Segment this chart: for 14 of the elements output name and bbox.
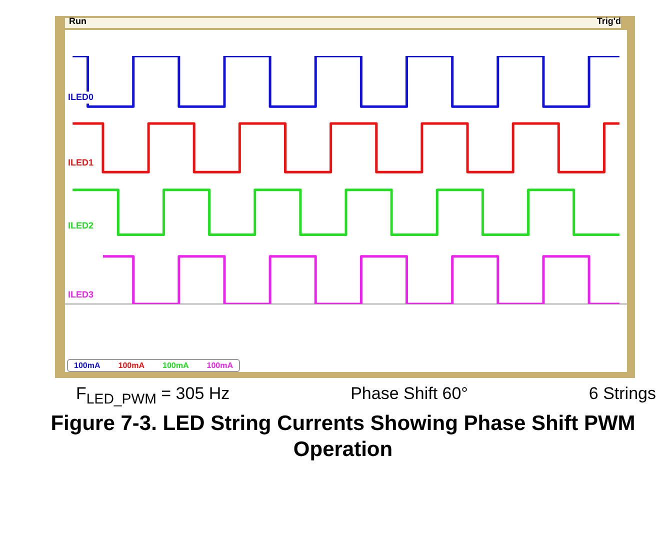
text: 100mA bbox=[206, 361, 233, 370]
text: Phase Shift 60° bbox=[350, 384, 468, 405]
text: 6 Strings bbox=[588, 384, 656, 405]
series-label: ILED1 bbox=[68, 158, 94, 168]
text: Run bbox=[69, 16, 86, 26]
text: F$_{LED_PWM}$ = 305 Hz bbox=[76, 384, 230, 408]
text: 100mA bbox=[162, 361, 189, 370]
text: 100mA bbox=[118, 361, 144, 370]
text: Figure 7-3. LED String Currents Showing Phase Shift PWM Operation bbox=[50, 411, 636, 463]
text: ILED3 bbox=[68, 289, 94, 300]
text: Trig'd bbox=[596, 16, 621, 26]
text: ILED2 bbox=[68, 220, 94, 230]
series-label: ILED0 bbox=[68, 92, 94, 102]
text: 100mA bbox=[74, 361, 100, 370]
